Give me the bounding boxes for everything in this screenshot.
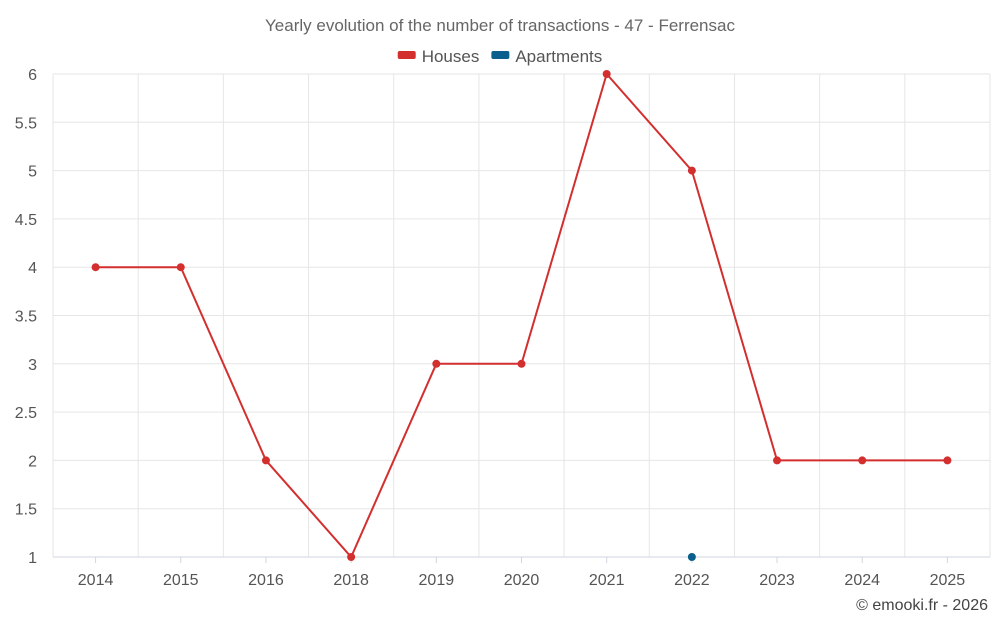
data-point[interactable] bbox=[432, 359, 441, 368]
y-tick-label: 3.5 bbox=[15, 309, 37, 326]
grid bbox=[52, 73, 991, 557]
y-tick-label: 1.5 bbox=[15, 502, 37, 519]
y-axis-ticks: 1 1.5 2 2.5 3 3.5 4 4.5 5 5.5 6 bbox=[15, 67, 37, 567]
x-tick-label: 2022 bbox=[674, 572, 710, 589]
legend[interactable]: Houses Apartments bbox=[397, 47, 603, 66]
data-point[interactable] bbox=[858, 456, 867, 465]
legend-swatch bbox=[397, 51, 416, 59]
data-point[interactable] bbox=[687, 166, 696, 175]
y-tick-label: 3 bbox=[28, 357, 37, 374]
y-tick-label: 2 bbox=[28, 453, 37, 470]
data-point[interactable] bbox=[687, 553, 696, 561]
data-point[interactable] bbox=[91, 263, 100, 272]
data-point[interactable] bbox=[602, 70, 611, 78]
y-tick-label: 4.5 bbox=[15, 212, 37, 229]
series-layer bbox=[91, 70, 952, 561]
credit-text: © emooki.fr - 2026 bbox=[856, 597, 988, 614]
data-point[interactable] bbox=[347, 553, 356, 561]
x-tick-label: 2021 bbox=[589, 572, 625, 589]
x-tick-label: 2020 bbox=[504, 572, 540, 589]
data-point[interactable] bbox=[261, 456, 270, 465]
x-tick-label: 2014 bbox=[78, 572, 114, 589]
legend-label: Apartments bbox=[515, 47, 602, 66]
series-apartments bbox=[687, 553, 696, 561]
legend-item-apartments[interactable]: Apartments bbox=[491, 47, 602, 66]
data-point[interactable] bbox=[943, 456, 952, 465]
data-point[interactable] bbox=[176, 263, 185, 272]
y-tick-label: 1 bbox=[28, 550, 37, 567]
x-tick-label: 2024 bbox=[844, 572, 880, 589]
x-tick-label: 2023 bbox=[759, 572, 795, 589]
y-tick-label: 6 bbox=[28, 67, 37, 84]
x-tick-label: 2025 bbox=[930, 572, 966, 589]
data-point[interactable] bbox=[773, 456, 782, 465]
legend-item-houses[interactable]: Houses bbox=[397, 47, 480, 66]
y-tick-label: 4 bbox=[28, 260, 37, 277]
chart-title: Yearly evolution of the number of transa… bbox=[265, 16, 735, 35]
x-tick-label: 2016 bbox=[248, 572, 284, 589]
series-houses bbox=[91, 70, 952, 561]
legend-label: Houses bbox=[422, 47, 480, 66]
y-tick-label: 5.5 bbox=[15, 115, 37, 132]
x-axis-ticks: 2014 2015 2016 2018 2019 2020 2021 2022 2023 2024… bbox=[53, 556, 990, 589]
x-tick-label: 2019 bbox=[419, 572, 455, 589]
x-tick-label: 2018 bbox=[333, 572, 369, 589]
x-tick-label: 2015 bbox=[163, 572, 199, 589]
y-tick-label: 5 bbox=[28, 164, 37, 181]
legend-swatch bbox=[491, 51, 510, 59]
y-tick-label: 2.5 bbox=[15, 405, 37, 422]
data-point[interactable] bbox=[517, 359, 526, 368]
